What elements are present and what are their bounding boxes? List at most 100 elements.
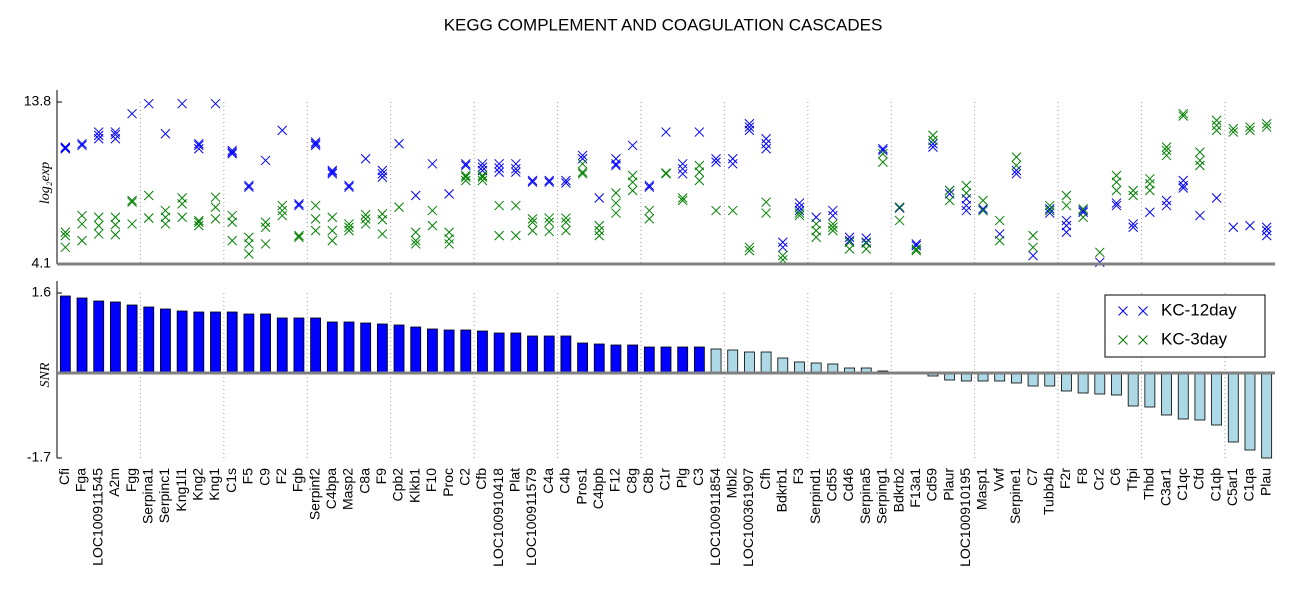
bar — [1077, 372, 1089, 394]
marker — [594, 225, 605, 236]
marker — [310, 137, 321, 147]
marker — [1118, 335, 1128, 345]
marker — [77, 138, 87, 149]
marker — [394, 138, 404, 149]
marker — [143, 190, 154, 201]
marker — [510, 167, 521, 177]
x-tick-label: Plaur — [940, 468, 956, 501]
marker — [310, 140, 321, 151]
marker — [277, 125, 288, 136]
marker — [761, 143, 771, 154]
bar — [427, 328, 438, 374]
x-tick-label: LOC100910418 — [490, 468, 506, 567]
marker — [60, 142, 71, 152]
x-tick-label: C5ar1 — [1224, 468, 1240, 506]
marker — [1138, 306, 1148, 316]
marker — [711, 157, 721, 167]
bar — [1144, 372, 1156, 408]
legend-box — [1104, 294, 1266, 358]
marker — [460, 158, 471, 169]
marker — [294, 199, 304, 209]
bar — [593, 343, 605, 374]
marker — [1094, 247, 1105, 258]
marker — [344, 182, 354, 193]
marker — [360, 153, 371, 164]
marker — [193, 215, 204, 226]
x-tick-label: Masp2 — [340, 468, 356, 510]
bar — [1211, 372, 1223, 426]
marker — [1178, 108, 1189, 119]
bar — [627, 344, 639, 374]
bar — [226, 311, 238, 374]
x-tick-label: LOC100361907 — [740, 468, 756, 567]
marker — [727, 158, 738, 169]
marker — [460, 160, 471, 171]
marker — [377, 214, 388, 225]
x-tick-label: LOC100910195 — [957, 468, 973, 567]
marker — [177, 212, 187, 223]
x-tick-label: F9 — [373, 468, 389, 485]
marker — [1078, 212, 1088, 223]
marker — [1211, 115, 1222, 126]
marker — [310, 214, 321, 224]
marker — [244, 249, 254, 259]
marker — [193, 140, 204, 151]
marker — [1245, 122, 1255, 132]
marker — [928, 130, 938, 141]
x-tick-label: C1qb — [1207, 468, 1223, 502]
marker — [577, 153, 588, 164]
marker — [611, 158, 621, 169]
marker — [961, 188, 972, 198]
marker — [477, 172, 488, 183]
marker — [460, 172, 471, 183]
marker — [127, 197, 137, 208]
x-tick-label: F2 — [273, 468, 289, 485]
marker — [494, 163, 505, 173]
x-tick-label: Fga — [73, 468, 89, 492]
x-tick-label: A2m — [106, 468, 122, 497]
bar — [510, 332, 522, 374]
x-tick-label: Kng2 — [190, 468, 206, 501]
marker — [60, 242, 71, 253]
bar — [677, 346, 689, 374]
bar — [760, 351, 772, 374]
bar — [1244, 372, 1256, 451]
x-tick-label: F2r — [1057, 468, 1073, 489]
marker — [1028, 230, 1038, 241]
marker — [510, 230, 521, 241]
x-tick-label: C8a — [356, 468, 372, 494]
bar — [243, 313, 255, 374]
marker — [60, 143, 71, 154]
marker — [611, 208, 621, 218]
marker — [1211, 193, 1222, 203]
marker — [1128, 190, 1139, 201]
marker — [210, 214, 221, 224]
bar — [310, 317, 322, 374]
marker — [928, 135, 938, 146]
x-tick-label: Serpina5 — [857, 468, 873, 524]
marker — [260, 217, 271, 228]
marker — [1178, 180, 1189, 191]
marker — [294, 232, 304, 243]
marker — [1178, 175, 1189, 186]
marker — [93, 212, 104, 223]
y-axis-label: SNR — [38, 362, 53, 387]
marker — [1111, 177, 1122, 188]
marker — [410, 239, 421, 249]
marker — [694, 175, 705, 186]
marker — [394, 202, 404, 213]
bar — [176, 310, 188, 374]
bar — [260, 313, 271, 374]
marker — [177, 199, 187, 209]
marker — [260, 239, 271, 249]
marker — [260, 155, 271, 166]
marker — [1044, 205, 1055, 216]
x-tick-label: Cfi — [56, 468, 72, 485]
marker — [427, 220, 438, 231]
x-tick-label: C2 — [456, 468, 472, 486]
marker — [677, 195, 688, 206]
x-tick-label: F5 — [240, 468, 256, 485]
marker — [410, 227, 421, 238]
marker — [127, 219, 137, 229]
marker — [1028, 250, 1038, 261]
